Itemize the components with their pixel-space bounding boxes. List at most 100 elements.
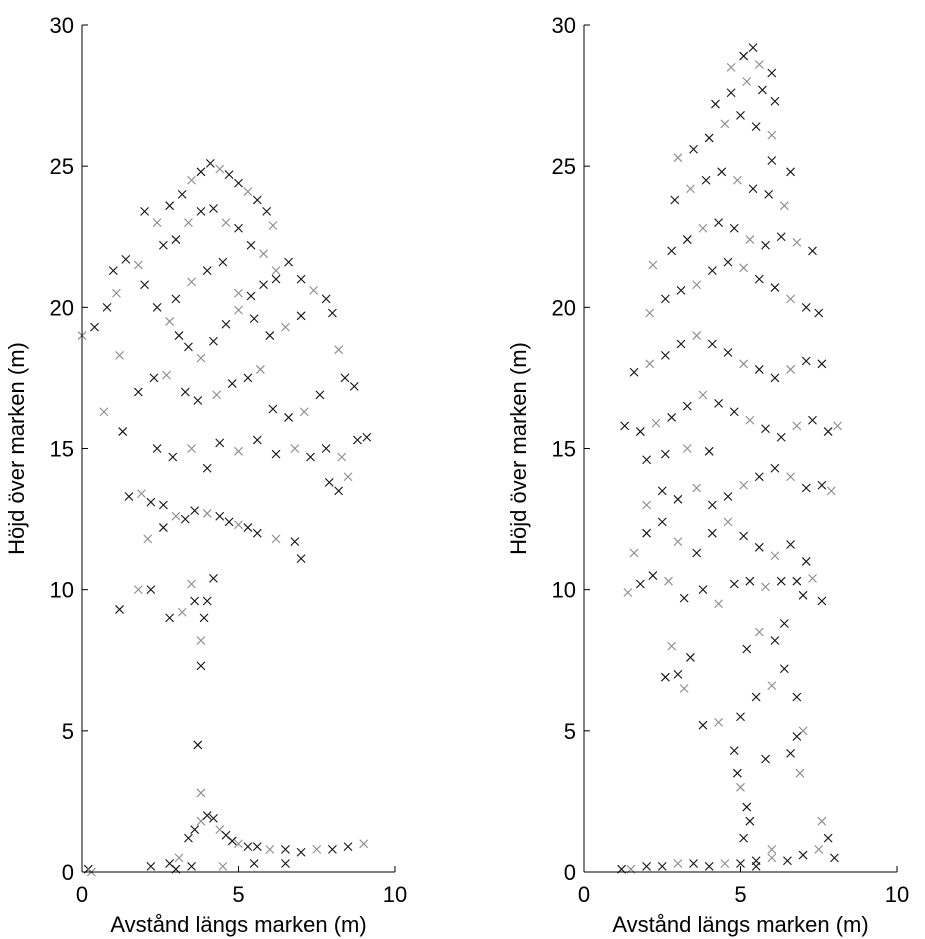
right-scatter-point [770, 463, 780, 473]
right-scatter-point [645, 308, 655, 318]
right-scatter-point [692, 548, 702, 558]
left-scatter-marks [77, 158, 372, 877]
right-scatter-point [748, 184, 758, 194]
right-scatter-point [682, 235, 692, 244]
left-scatter-point [174, 331, 184, 340]
left-scatter-point [265, 331, 275, 340]
left-scatter-point [343, 472, 353, 482]
right-scatter-point [786, 540, 795, 549]
left-y-tick-label: 20 [50, 295, 74, 320]
left-scatter-point [321, 444, 331, 453]
left-scatter-point [177, 190, 187, 199]
left-scatter-point [259, 280, 268, 290]
right-scatter-point [629, 548, 639, 558]
left-scatter-point [243, 373, 253, 383]
left-scatter-point [299, 407, 309, 417]
right-y-axis-label: Höjd över marken (m) [506, 342, 531, 555]
left-scatter-point [124, 492, 134, 501]
left-scatter-point [334, 486, 344, 496]
right-scatter-point [729, 223, 739, 233]
right-scatter-point [657, 861, 667, 871]
left-y-axis-label: Höjd över marken (m) [4, 342, 29, 555]
right-scatter-point [723, 257, 733, 267]
right-scatter-point [770, 283, 780, 292]
left-scatter-point [234, 839, 243, 849]
left-scatter-point [284, 413, 293, 422]
right-scatter-panel: 0 5 10 15 20 25 30 0 5 10 Avstånd längs marken (m… [506, 13, 909, 937]
right-scatter-point [761, 240, 770, 250]
right-scatter-point [754, 472, 764, 482]
right-x-tick-label: 10 [885, 882, 909, 907]
left-scatter-panel: 0 5 10 15 20 25 30 0 5 10 Avstånd längs marken (m… [4, 13, 407, 937]
left-scatter-point [133, 585, 143, 595]
left-scatter-point [133, 387, 143, 397]
right-scatter-point [692, 483, 702, 493]
right-scatter-point [720, 859, 730, 868]
right-scatter-point [764, 190, 774, 199]
right-scatter-point [814, 308, 824, 318]
right-scatter-point [676, 339, 686, 349]
right-scatter-point [657, 517, 667, 527]
right-scatter-point [767, 68, 777, 78]
right-scatter-point [682, 401, 692, 411]
left-scatter-point [315, 390, 325, 400]
right-scatter-point [707, 500, 717, 510]
right-scatter-point [736, 110, 745, 120]
right-scatter-point [817, 596, 827, 606]
right-scatter-point [770, 551, 780, 561]
right-scatter-point [754, 274, 764, 284]
right-x-tick-label: 0 [578, 882, 590, 907]
left-scatter-point [234, 520, 243, 530]
right-axes: 0 5 10 15 20 25 30 0 5 10 [552, 13, 910, 907]
right-scatter-point [767, 156, 777, 165]
right-scatter-point [808, 415, 817, 425]
right-scatter-point [732, 768, 742, 778]
left-scatter-point [281, 322, 290, 332]
left-scatter-point [234, 288, 243, 298]
right-y-tick-label: 20 [552, 295, 576, 320]
right-scatter-point [792, 692, 802, 702]
right-scatter-point [742, 802, 752, 812]
left-scatter-point [187, 277, 196, 287]
right-scatter-point [736, 859, 745, 868]
left-scatter-point [256, 365, 265, 374]
right-scatter-point [786, 365, 795, 374]
left-scatter-point [215, 164, 225, 174]
right-scatter-point [648, 260, 658, 270]
left-scatter-point [196, 788, 206, 798]
right-scatter-point [704, 133, 714, 143]
right-x-axis-label: Avstånd längs marken (m) [612, 912, 868, 937]
right-scatter-point [670, 195, 680, 205]
left-scatter-point [334, 345, 344, 355]
left-scatter-point [152, 302, 162, 312]
right-scatter-point [801, 302, 811, 312]
left-scatter-point [146, 861, 156, 871]
right-scatter-point [770, 96, 780, 106]
right-scatter-point [776, 432, 786, 442]
left-scatter-point [221, 319, 231, 329]
right-scatter-point [792, 238, 802, 247]
left-scatter-point [227, 836, 237, 846]
left-scatter-point [140, 280, 149, 290]
right-scatter-point [707, 528, 717, 538]
right-scatter-point [651, 418, 661, 428]
right-scatter-point [635, 579, 645, 589]
right-scatter-point [667, 413, 677, 422]
right-scatter-point [770, 636, 780, 645]
right-scatter-point [770, 373, 780, 383]
left-scatter-point [202, 266, 212, 276]
left-scatter-point [165, 613, 175, 623]
right-scatter-point [817, 359, 827, 369]
left-scatter-point [343, 842, 353, 851]
left-scatter-point [202, 509, 212, 518]
right-scatter-point [779, 201, 789, 211]
right-scatter-point [723, 517, 733, 527]
left-scatter-point [234, 223, 243, 233]
left-scatter-point [296, 847, 306, 857]
right-scatter-point [830, 853, 839, 863]
right-scatter-point [704, 861, 714, 871]
right-scatter-point [776, 232, 786, 242]
right-scatter-point [729, 579, 739, 589]
left-scatter-point [202, 463, 212, 473]
left-scatter-point [184, 833, 193, 843]
